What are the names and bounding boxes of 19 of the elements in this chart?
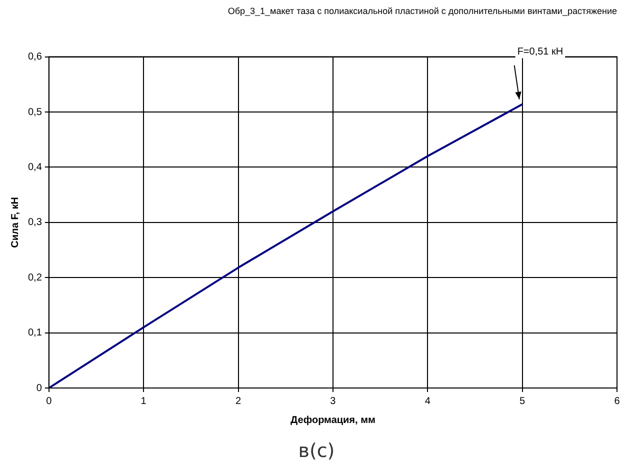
x-tick-label: 5 — [520, 396, 526, 407]
text: в(с) — [297, 440, 336, 462]
y-tick-label: 0,5 — [28, 106, 42, 118]
x-axis-title: Деформация, мм — [290, 414, 376, 426]
x-tick-label: 6 — [614, 396, 620, 407]
x-tick-label: 4 — [424, 396, 431, 407]
x-tick-label: 3 — [330, 396, 336, 407]
y-tick-label: 0,1 — [28, 328, 42, 339]
y-tick-label: 0,6 — [28, 52, 42, 63]
x-tick-label: 0 — [46, 396, 52, 407]
y-tick-label: 0,2 — [28, 272, 42, 284]
y-axis-title: Сила F, кН — [10, 196, 21, 248]
annotation: F=0,51 кН — [517, 46, 564, 58]
chart-title: Обр_3_1_макет таза с полиаксиальной пластиной с дополнительными винтами_растяжение — [228, 6, 617, 16]
y-tick-label: 0,3 — [28, 217, 42, 228]
y-tick-label: 0,4 — [28, 162, 42, 173]
x-tick-label: 2 — [235, 396, 242, 407]
y-tick-label: 0 — [36, 382, 42, 394]
x-tick-label: 1 — [140, 396, 147, 407]
